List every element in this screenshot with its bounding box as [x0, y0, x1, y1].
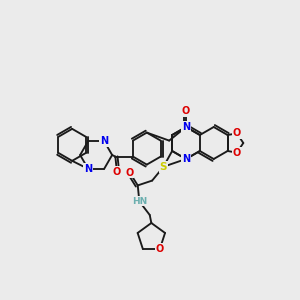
Text: O: O	[233, 128, 241, 138]
Text: S: S	[160, 162, 167, 172]
Text: N: N	[84, 164, 92, 174]
Text: N: N	[100, 136, 108, 146]
Text: N: N	[182, 154, 190, 164]
Text: N: N	[182, 122, 190, 132]
Text: O: O	[233, 148, 241, 158]
Text: HN: HN	[132, 197, 147, 206]
Text: O: O	[126, 168, 134, 178]
Text: O: O	[182, 106, 190, 116]
Text: O: O	[156, 244, 164, 254]
Text: O: O	[113, 167, 121, 177]
